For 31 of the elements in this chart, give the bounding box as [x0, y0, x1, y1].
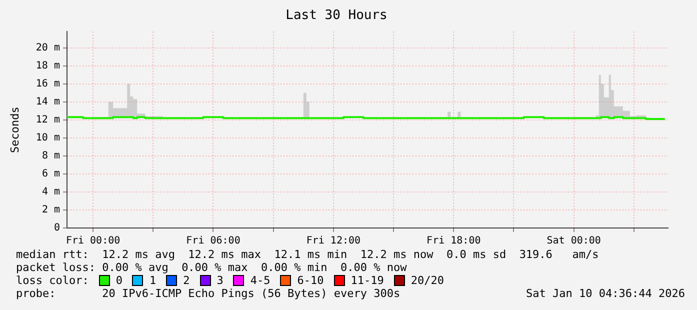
x-tick-label: Fri 06:00	[186, 236, 240, 247]
chart-title: Last 30 Hours	[286, 8, 388, 24]
legend-label: 6-10	[297, 274, 324, 287]
y-tick-label: 18 m	[36, 60, 60, 72]
text: packet loss: 0.00 % avg 0.00 % max 0.00 % min 0.00 % now	[16, 261, 407, 274]
y-tick-label: 2 m	[42, 204, 60, 216]
legend-title: loss color:	[16, 274, 89, 287]
legend-label: 2	[183, 274, 190, 287]
legend-label: 4-5	[250, 274, 270, 287]
legend-label: 11-19	[350, 274, 384, 287]
x-tick-label: Fri 12:00	[306, 236, 361, 247]
x-tick-label: Sat 00:00	[546, 236, 601, 247]
y-tick-label: 8 m	[42, 150, 60, 162]
y-tick-label: 0	[54, 222, 60, 234]
y-tick-label: 6 m	[42, 168, 60, 180]
legend-label: 3	[216, 274, 224, 287]
legend-label: 1	[149, 274, 156, 287]
y-axis-title: Seconds	[8, 106, 22, 153]
legend-label: 0	[116, 274, 122, 287]
y-tick-label: 4 m	[42, 186, 60, 198]
y-tick-label: 16 m	[36, 78, 60, 90]
x-tick-label: Fri 18:00	[426, 236, 481, 247]
text: Sat Jan 10 04:36:44 2026	[526, 287, 685, 300]
x-tick-label: Fri 00:00	[66, 236, 120, 247]
y-tick-label: 14 m	[36, 96, 60, 108]
legend-label: 20/20	[410, 274, 444, 287]
y-tick-label: 20 m	[36, 42, 60, 54]
text: median rtt: 12.2 ms avg 12.2 ms max 12.1 ms min 12.2 ms now 0.0 ms sd 319.6 am/s	[16, 248, 599, 261]
y-tick-label: 10 m	[36, 132, 60, 144]
text: probe: 20 IPv6-ICMP Echo Pings (56 Bytes) every 300s	[16, 287, 400, 300]
y-tick-label: 12 m	[36, 114, 60, 126]
